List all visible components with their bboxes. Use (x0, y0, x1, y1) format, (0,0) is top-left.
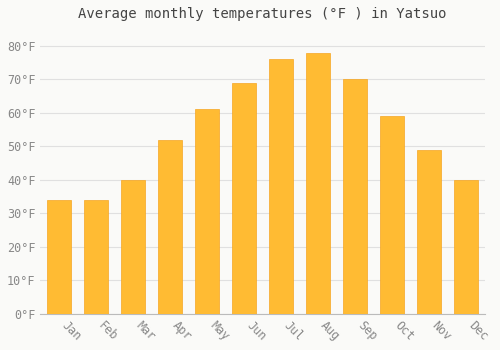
Bar (418, 150, 442, 314)
Bar (195, 110, 219, 314)
Bar (158, 140, 182, 314)
Bar (269, 59, 293, 314)
Bar (47, 200, 71, 314)
Bar (84, 200, 108, 314)
Bar (380, 116, 404, 314)
Bar (454, 180, 478, 314)
Bar (232, 83, 256, 314)
Bar (343, 79, 367, 314)
Bar (306, 52, 330, 314)
Title: Average monthly temperatures (°F ) in Yatsuo: Average monthly temperatures (°F ) in Ya… (78, 7, 447, 21)
Bar (121, 180, 145, 314)
